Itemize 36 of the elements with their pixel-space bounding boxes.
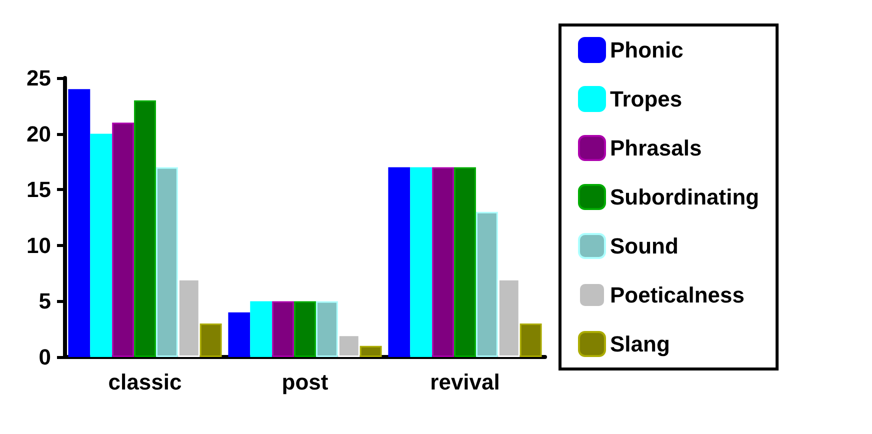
legend-label: Sound [610,234,678,258]
bar [432,167,454,357]
y-tick-label: 15 [26,177,51,202]
bar [90,134,112,357]
bar [498,278,520,357]
legend-label: Phrasals [610,136,702,160]
legend-label: Tropes [610,86,682,112]
legend-label: Poeticalness [610,282,745,308]
y-tick-label: 25 [26,66,51,90]
x-tick-label: revival [430,370,500,394]
x-tick-label: post [282,370,329,394]
bar [294,301,316,357]
bar [360,346,382,357]
bar [272,301,294,357]
bar [338,334,360,357]
bar [178,278,200,357]
bar [134,100,156,357]
bar [228,312,250,357]
bar [520,324,542,357]
bar [156,167,178,357]
y-tick-label: 20 [26,121,51,146]
x-tick-label: classic [108,370,182,394]
bar [200,324,222,357]
legend-label: Phonic [610,38,684,62]
legend-label: Slang [610,332,670,356]
bar [316,301,338,357]
y-tick-label: 10 [26,232,51,258]
bar [454,167,476,357]
bar [112,122,134,357]
y-tick-label: 0 [38,344,51,370]
bar [388,167,410,357]
bar [250,301,272,357]
bar [476,212,498,357]
legend-label: Subordinating [610,184,760,210]
y-tick-label: 5 [38,288,51,314]
bar [410,167,432,357]
